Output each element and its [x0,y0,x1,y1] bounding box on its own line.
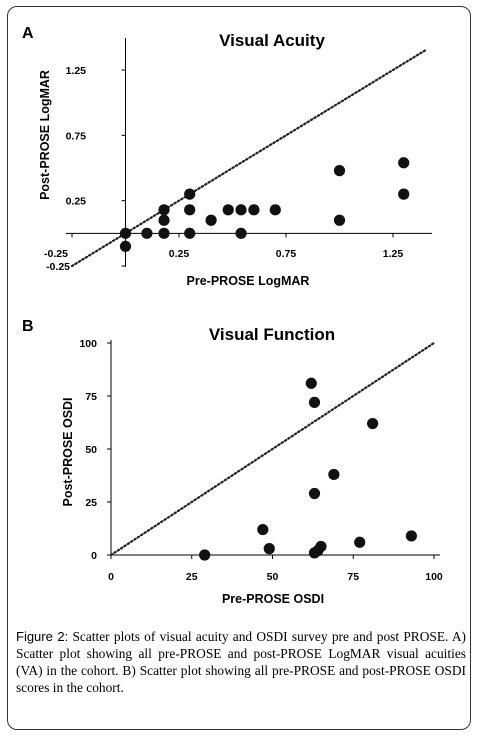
panel-b-data-point [405,530,417,542]
panel-a-x-tick-label: 1.25 [383,248,404,260]
panel-a-data-point [235,204,247,216]
panel-a-y-tick-label: 1.25 [66,65,87,77]
panel-a-data-point [158,227,170,239]
panel-b-data-points [199,377,417,561]
panel-a-identity-line [70,49,427,268]
panel-a-data-point [205,214,217,226]
panel-a-data-point [222,204,234,216]
panel-a-data-point [141,227,153,239]
panel-b-x-tick-label: 25 [186,571,198,583]
panel-b-data-point [367,417,379,430]
panel-b-identity-line-path [109,341,436,557]
panel-b-data-point [308,396,321,408]
panel-a-data-point [235,227,247,239]
panel-a-data-point [333,165,346,177]
panel-b-data-point [263,543,275,555]
figure-caption: Figure 2: Scatter plots of visual acuity… [16,628,466,696]
panel-a-data-point [184,204,196,216]
panel-a-identity-line-path [70,49,427,268]
panel-a-data-point [398,157,410,169]
panel-a-data-point [158,214,170,226]
panel-b-y-tick-label: 0 [91,550,97,562]
panel-b-axes [107,340,440,559]
panel-b-x-tick-label: 50 [267,571,279,583]
panel-b-data-point [308,487,321,500]
panel-a-y-tick-label: -0.25 [46,261,70,273]
panel-a-data-point [119,227,132,239]
panel-a-tick-labels: -0.25 0.25 0.75 1.25 -0.25 0.25 0.75 1.25 [44,65,403,273]
panel-b-y-tick-label: 75 [85,391,97,403]
panel-b-y-axis-label: Post-PROSE OSDI [61,397,75,506]
panel-a-letter: A [22,25,34,42]
panel-b-x-tick-label: 75 [347,571,359,583]
panel-b-data-point [305,377,317,389]
panel-a-y-axis-label: Post-PROSE LogMAR [38,70,52,200]
figure-frame [7,6,471,730]
panel-a-x-axis-label: Pre-PROSE LogMAR [187,274,310,288]
panel-b-data-point [315,540,327,553]
panel-b-x-tick-label: 0 [108,571,114,583]
panel-b-data-point [328,468,340,481]
panel-a-data-point [184,227,196,239]
figure-caption-label: Figure 2: [16,629,69,644]
panel-b-title: Visual Function [209,325,335,344]
panel-a-data-point [398,188,410,200]
panel-a-data-point [119,240,132,252]
panel-b-x-axis-label: Pre-PROSE OSDI [222,592,324,606]
panel-a-chart: A Visual Acuity Post-PROSE LogMAR Pre-PR… [22,25,432,288]
panel-a-title: Visual Acuity [219,31,325,50]
panel-a-y-tick-label: 0.75 [66,130,87,142]
panel-b-chart: B Visual Function Post-PROSE OSDI Pre-PR… [22,318,443,606]
panel-a-data-point [248,204,260,216]
panel-b-data-point [354,536,366,548]
panel-b-x-tick-label: 100 [425,571,443,583]
panel-a-data-point [269,204,281,216]
panel-b-y-tick-label: 25 [85,497,97,509]
panel-b-identity-line [109,341,436,557]
panel-a-x-tick-label: 0.75 [276,248,297,260]
panel-a-x-tick-label: -0.25 [44,248,68,260]
panel-b-tick-labels: 0 25 50 75 100 0 25 50 75 100 [79,338,442,583]
panel-a-data-points [119,157,410,252]
panel-b-y-tick-label: 50 [85,444,97,456]
panel-b-letter: B [22,318,34,335]
panel-a-y-tick-label: 0.25 [66,196,87,208]
panel-b-data-point [257,523,269,536]
panel-b-data-point [199,549,211,561]
panel-a-data-point [184,188,196,200]
panel-b-y-tick-label: 100 [79,338,97,350]
figure-caption-text: Scatter plots of visual acuity and OSDI … [16,629,466,695]
panel-a-x-tick-label: 0.25 [169,248,190,260]
panel-a-data-point [333,214,346,226]
panel-a-data-point [158,204,170,216]
